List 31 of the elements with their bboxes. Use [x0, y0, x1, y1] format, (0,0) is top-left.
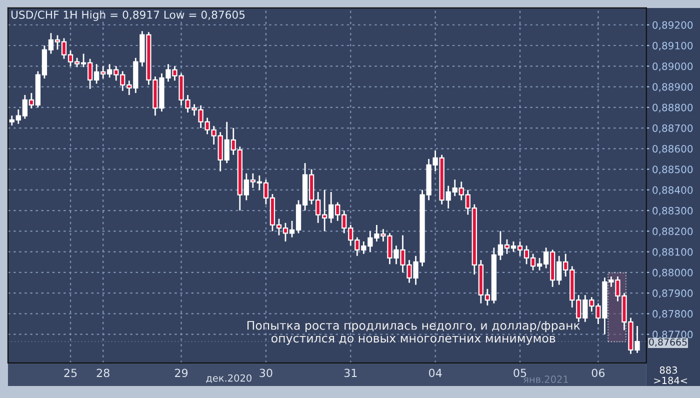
y-tick-label: 0,88700 — [652, 124, 693, 133]
x-tick-label: 31 — [344, 368, 357, 378]
y-tick-label: 0,89000 — [652, 62, 693, 72]
y-tick-label: 0,88000 — [652, 268, 693, 278]
y-tick-label: 0,88900 — [652, 83, 693, 92]
chart-title: USD/CHF 1H High = 0,8917 Low = 0,87605 — [11, 10, 245, 21]
x-tick-label: 06 — [592, 368, 605, 378]
x-tick-label: 04 — [428, 368, 442, 378]
x-tick-label: 29 — [175, 368, 188, 378]
text: 883 — [660, 366, 677, 374]
y-tick-label: 0,87900 — [652, 289, 693, 298]
y-tick-label: 0,87800 — [652, 310, 693, 319]
y-tick-label: 0,88300 — [652, 206, 693, 216]
y-tick-label: 0,88600 — [652, 145, 693, 154]
y-tick-label: 0,89200 — [652, 21, 693, 30]
ref-line-label: 0,87665 — [649, 338, 687, 347]
y-tick-label: 0,88500 — [652, 166, 693, 174]
x-tick-label: 30 — [260, 368, 272, 378]
y-tick-label: 0,88100 — [652, 248, 693, 257]
y-tick-label: 0,89100 — [652, 42, 693, 50]
y-tick-label: 0,88800 — [652, 104, 693, 112]
y-tick-label: 0,87700 — [652, 330, 693, 340]
y-tick-label: 0,88200 — [652, 228, 693, 236]
x-tick-label: 05 — [514, 368, 526, 378]
text: янв.2021 — [524, 376, 568, 383]
x-tick-label: 25 — [64, 368, 77, 378]
y-tick-label: 0,88400 — [652, 186, 693, 195]
annotation: Попытка роста продлилась недолго, и доллар/франк опустился до новых многолетних минимумов — [247, 321, 580, 345]
text: >184< — [654, 376, 687, 384]
text: дек.2020 — [206, 374, 252, 383]
x-tick-label: 28 — [96, 368, 110, 378]
